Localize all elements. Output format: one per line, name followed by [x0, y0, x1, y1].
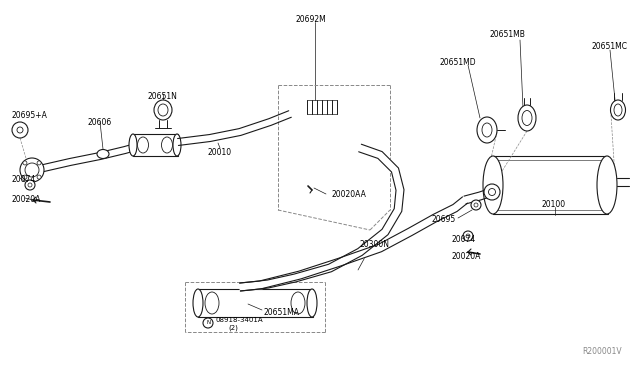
- Ellipse shape: [158, 104, 168, 116]
- Circle shape: [20, 158, 44, 182]
- Ellipse shape: [483, 156, 503, 214]
- Text: 20020AA: 20020AA: [332, 190, 367, 199]
- Circle shape: [203, 318, 213, 328]
- Text: (2): (2): [228, 325, 238, 331]
- Ellipse shape: [307, 289, 317, 317]
- Polygon shape: [34, 145, 133, 173]
- Text: N: N: [207, 320, 211, 324]
- Text: R200001V: R200001V: [582, 347, 621, 356]
- Circle shape: [25, 163, 39, 177]
- Circle shape: [484, 184, 500, 200]
- Circle shape: [23, 175, 27, 179]
- Text: 20695+A: 20695+A: [12, 111, 48, 120]
- Circle shape: [471, 200, 481, 210]
- Ellipse shape: [97, 150, 109, 158]
- Circle shape: [28, 183, 32, 187]
- Circle shape: [466, 234, 470, 238]
- Text: 20074: 20074: [12, 175, 36, 184]
- Text: 20606: 20606: [88, 118, 112, 127]
- Circle shape: [23, 161, 27, 165]
- Bar: [198, 289, 313, 317]
- Text: 20074: 20074: [452, 235, 476, 244]
- Text: 20692M: 20692M: [295, 15, 326, 24]
- Text: 20300N: 20300N: [360, 240, 390, 249]
- Text: 20020A: 20020A: [12, 195, 42, 204]
- Circle shape: [17, 127, 23, 133]
- Ellipse shape: [482, 123, 492, 137]
- Ellipse shape: [291, 292, 305, 314]
- Text: 20100: 20100: [542, 200, 566, 209]
- Ellipse shape: [477, 117, 497, 143]
- Bar: [493, 156, 608, 214]
- Circle shape: [488, 189, 495, 196]
- Text: 20010: 20010: [208, 148, 232, 157]
- Text: 20651MA: 20651MA: [264, 308, 300, 317]
- Ellipse shape: [173, 134, 181, 156]
- Text: 20651MD: 20651MD: [440, 58, 477, 67]
- Ellipse shape: [518, 105, 536, 131]
- Text: 20651MC: 20651MC: [592, 42, 628, 51]
- Polygon shape: [617, 178, 629, 186]
- Circle shape: [12, 122, 28, 138]
- Ellipse shape: [138, 137, 148, 153]
- Ellipse shape: [154, 100, 172, 120]
- Circle shape: [474, 203, 478, 207]
- Ellipse shape: [522, 110, 532, 125]
- Circle shape: [25, 180, 35, 190]
- Polygon shape: [464, 188, 493, 204]
- Circle shape: [463, 231, 473, 241]
- Circle shape: [37, 175, 41, 179]
- Text: 08918-3401A: 08918-3401A: [215, 317, 262, 323]
- Bar: [133, 134, 178, 156]
- Ellipse shape: [193, 289, 203, 317]
- Polygon shape: [239, 197, 467, 291]
- Circle shape: [37, 161, 41, 165]
- Text: 20020A: 20020A: [452, 252, 481, 261]
- Ellipse shape: [205, 292, 219, 314]
- Ellipse shape: [161, 137, 173, 153]
- Ellipse shape: [611, 100, 625, 120]
- Polygon shape: [239, 144, 404, 291]
- Text: 20695: 20695: [432, 215, 456, 224]
- Polygon shape: [177, 111, 291, 145]
- Ellipse shape: [597, 156, 617, 214]
- Text: 20651MB: 20651MB: [490, 30, 526, 39]
- Text: 20651N: 20651N: [148, 92, 178, 101]
- Ellipse shape: [614, 104, 622, 116]
- Ellipse shape: [129, 134, 137, 156]
